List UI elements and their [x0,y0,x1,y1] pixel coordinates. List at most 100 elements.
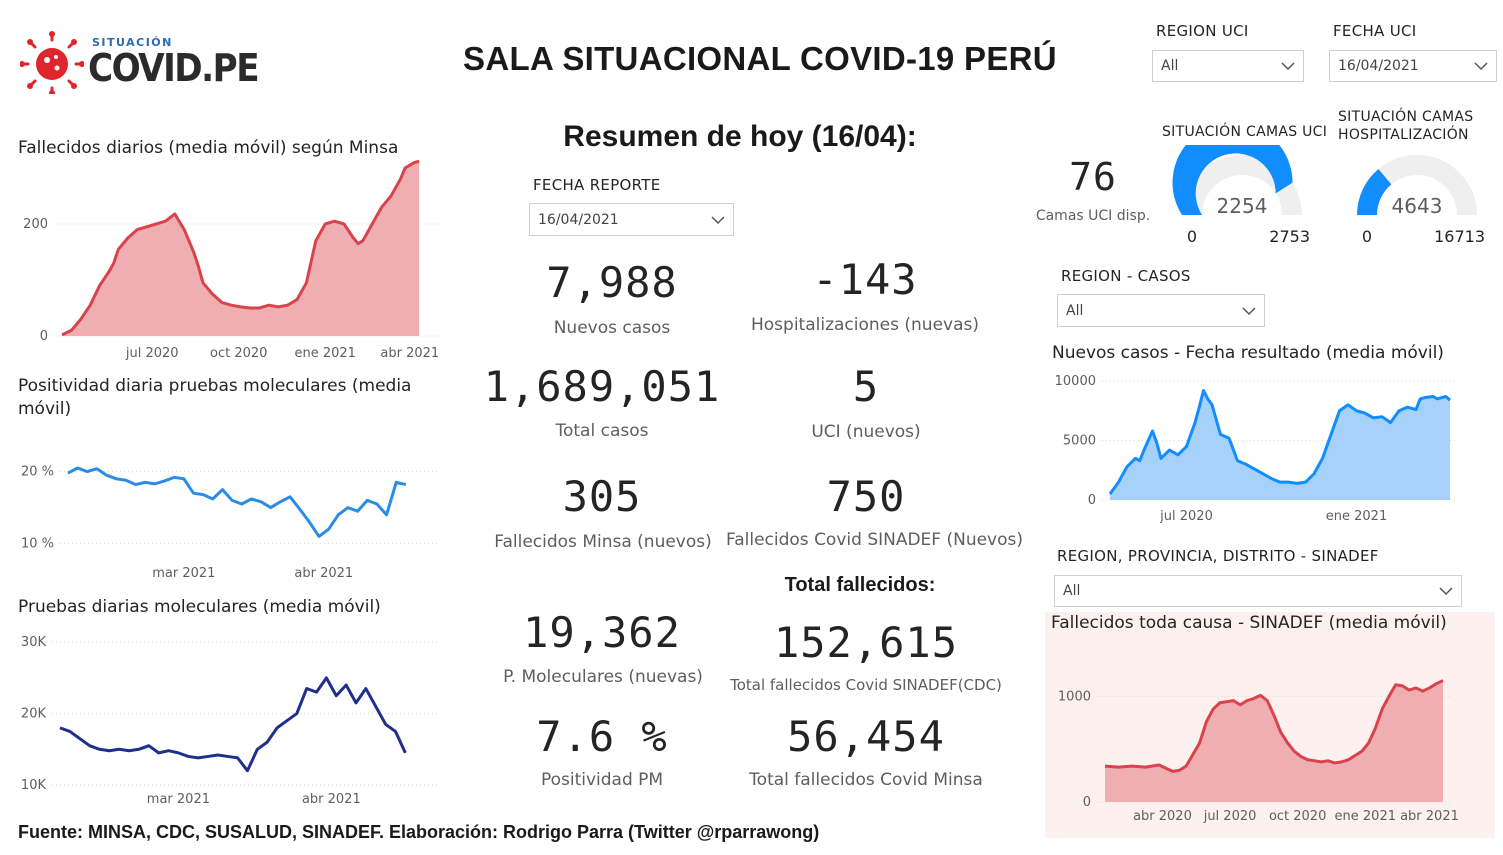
kpi-p-moleculares-value: 19,362 [523,608,681,657]
kpi-total-casos-label: Total casos [555,421,649,441]
x-tick-label: abr 2020 [1133,809,1192,824]
series-area [1110,390,1450,500]
kpi-total-minsa-value: 56,454 [787,712,945,761]
summary-title: Resumen de hoy (16/04): [563,120,917,153]
pruebas-chart: 10K 20K 30K mar 2021 abr 2021 [21,635,438,807]
x-tick-label: jul 2020 [1159,509,1213,524]
x-tick-label: abr 2021 [380,346,439,361]
region-casos-label: REGION - CASOS [1061,267,1191,285]
virus-icon [20,31,84,94]
x-tick-label: oct 2020 [1269,809,1326,824]
gauge-hosp-title-line2: HOSPITALIZACIÓN [1338,127,1469,143]
gauge-max: 2753 [1269,227,1310,246]
y-tick-label: 1000 [1058,689,1091,704]
chevron-down-icon [1439,587,1453,596]
y-tick-label: 10K [21,778,47,793]
kpi-nuevos-casos-label: Nuevos casos [553,318,671,338]
region-uci-dropdown[interactable]: All [1152,50,1304,82]
kpi-nuevos-casos-value: 7,988 [546,258,678,307]
chevron-down-icon [1281,62,1295,71]
gauge-uci: 2254 0 2753 [1172,145,1310,246]
gauge-fill [1172,145,1293,215]
series-line [59,676,407,773]
x-tick-label: abr 2021 [294,566,353,581]
kpi-total-casos-value: 1,689,051 [483,362,721,411]
positividad-chart: 10 % 20 % mar 2021 abr 2021 [21,465,438,581]
region-uci-value: All [1161,58,1179,74]
kpi-hospitalizaciones-label: Hospitalizaciones (nuevas) [751,315,979,335]
fecha-reporte-dropdown[interactable]: 16/04/2021 [529,203,734,236]
logo-text: COVID.PE [88,46,260,90]
y-tick-label: 10000 [1055,374,1096,389]
kpi-fallecidos-minsa-label: Fallecidos Minsa (nuevos) [494,532,712,552]
y-tick-label: 0 [40,329,48,344]
chart-title-positividad: Positividad diaria pruebas moleculares (… [18,376,412,419]
gauge-max: 16713 [1434,227,1485,246]
logo: SITUACIÓN COVID.PE [20,24,260,100]
kpi-total-sinadef-value: 152,615 [773,618,958,667]
footer-source: Fuente: MINSA, CDC, SUSALUD, SINADEF. El… [18,822,820,842]
logo-subtitle: SITUACIÓN [92,36,173,49]
y-tick-label: 0 [1088,493,1096,508]
fallecidos-chart: 0 200 jul 2020 oct 2020 ene 2021 abr 2021 [23,160,446,361]
region-uci-label: REGION UCI [1156,22,1249,40]
gauge-min: 0 [1362,227,1372,246]
x-tick-label: ene 2021 [294,346,355,361]
page-title: SALA SITUACIONAL COVID-19 PERÚ [463,40,1057,77]
series-line [61,160,420,337]
y-tick-label: 200 [23,217,48,232]
gauge-min: 0 [1187,227,1197,246]
chevron-down-icon [1242,306,1256,315]
chart-title-fallecidos: Fallecidos diarios (media móvil) según M… [18,138,399,158]
kpi-total-minsa-label: Total fallecidos Covid Minsa [749,770,983,790]
chart-title-casos: Nuevos casos - Fecha resultado (media mó… [1052,343,1444,363]
x-tick-label: oct 2020 [210,346,267,361]
gauge-track [1357,155,1477,215]
x-tick-label: ene 2021 [1335,809,1396,824]
series-area [62,161,420,336]
y-tick-label: 0 [1083,795,1091,810]
total-fallecidos-title: Total fallecidos: [784,574,936,596]
series-line [67,466,407,538]
fecha-reporte-label: FECHA REPORTE [533,176,661,194]
kpi-total-sinadef-label: Total fallecidos Covid SINADEF(CDC) [730,676,1002,694]
region-sinadef-dropdown[interactable]: All [1054,575,1462,607]
x-tick-label: mar 2021 [147,792,210,807]
sinadef-chart: 0 1000 abr 2020 jul 2020 oct 2020 ene 2021 abr… [1058,679,1459,824]
series-area [1105,680,1443,802]
y-tick-label: 5000 [1063,434,1096,449]
camas-uci-label: Camas UCI disp. [1035,208,1151,224]
region-casos-dropdown[interactable]: All [1057,294,1265,327]
casos-chart: 0 5000 10000 jul 2020 ene 2021 [1055,374,1458,524]
fecha-uci-value: 16/04/2021 [1338,58,1419,74]
kpi-fallecidos-sinadef-label: Fallecidos Covid SINADEF (Nuevos) [726,530,1024,550]
gauge-fill [1357,169,1392,215]
kpi-p-moleculares-label: P. Moleculares (nuevas) [503,667,703,687]
x-tick-label: abr 2021 [302,792,361,807]
region-sinadef-value: All [1063,583,1081,599]
gauge-hospitalizacion: 4643 0 16713 [1357,155,1485,246]
y-tick-label: 20 % [21,465,54,480]
camas-uci-value: 76 [1069,155,1117,199]
gauge-hosp-title-line1: SITUACIÓN CAMAS [1338,109,1474,125]
chevron-down-icon [1474,62,1488,71]
gauge-uci-title: SITUACIÓN CAMAS UCI [1162,124,1328,140]
chart-title-pruebas: Pruebas diarias moleculares (media móvil… [18,597,381,617]
kpi-positividad-value: 7.6 % [536,712,668,761]
fecha-uci-dropdown[interactable]: 16/04/2021 [1329,50,1497,82]
fecha-reporte-value: 16/04/2021 [538,211,619,228]
kpi-uci-label: UCI (nuevos) [811,422,921,442]
kpi-uci-value: 5 [852,362,880,411]
region-sinadef-label: REGION, PROVINCIA, DISTRITO - SINADEF [1057,547,1379,565]
kpi-fallecidos-sinadef-value: 750 [826,472,906,521]
x-tick-label: jul 2020 [1203,809,1257,824]
region-casos-value: All [1066,302,1084,319]
kpi-positividad-label: Positividad PM [540,770,664,790]
y-tick-label: 10 % [21,537,54,552]
x-tick-label: abr 2021 [1400,809,1459,824]
chevron-down-icon [711,215,725,224]
x-tick-label: jul 2020 [125,346,179,361]
y-tick-label: 30K [21,635,47,650]
series-line [1104,679,1444,773]
gauge-value: 4643 [1392,194,1443,218]
